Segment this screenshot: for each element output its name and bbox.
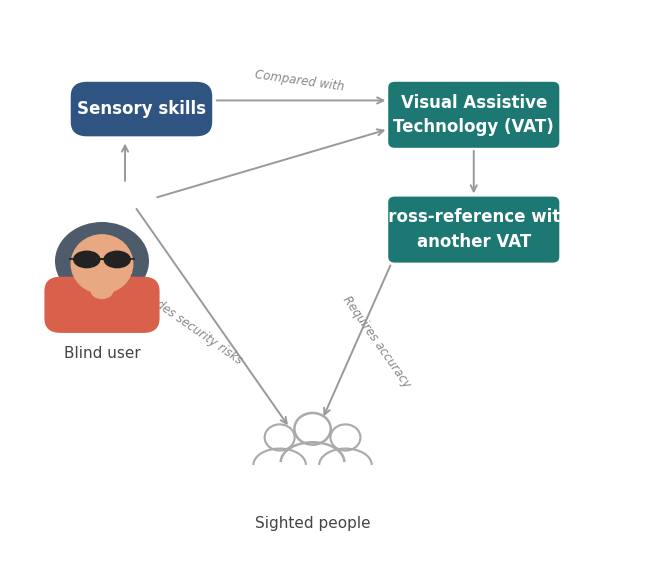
Text: Cross-reference with
another VAT: Cross-reference with another VAT <box>376 208 572 251</box>
FancyBboxPatch shape <box>71 82 212 136</box>
Ellipse shape <box>112 253 128 300</box>
FancyBboxPatch shape <box>388 82 559 148</box>
Ellipse shape <box>104 251 130 267</box>
FancyBboxPatch shape <box>388 196 559 263</box>
Text: Compared with: Compared with <box>254 68 345 93</box>
Text: Sensory skills: Sensory skills <box>77 100 206 118</box>
Text: Blind user: Blind user <box>64 346 140 360</box>
Ellipse shape <box>63 254 83 311</box>
FancyBboxPatch shape <box>44 277 159 333</box>
Ellipse shape <box>91 282 113 298</box>
Ellipse shape <box>56 223 148 300</box>
Text: Requires accuracy: Requires accuracy <box>340 293 413 390</box>
Text: Sighted people: Sighted people <box>255 516 370 531</box>
Ellipse shape <box>74 251 100 267</box>
Ellipse shape <box>71 235 133 293</box>
Text: Includes security risks: Includes security risks <box>130 281 245 367</box>
Text: Visual Assistive
Technology (VAT): Visual Assistive Technology (VAT) <box>393 94 554 136</box>
